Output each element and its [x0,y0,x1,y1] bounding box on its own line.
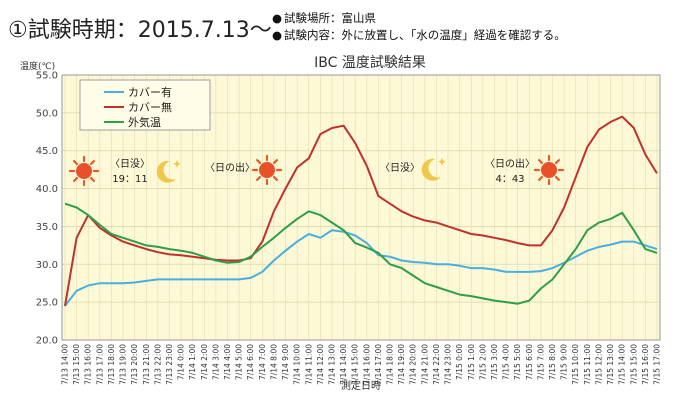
x-tick-label: 7/14 12:00 [316,344,325,385]
x-tick-label: 7/14 2:00 [200,344,209,380]
x-tick-label: 7/14 4:00 [223,344,232,380]
x-tick-label: 7/13 21:00 [142,344,151,385]
x-tick-label: 7/13 23:00 [165,344,174,385]
x-tick-label: 7/15 8:00 [548,344,557,380]
x-tick-label: 7/15 16:00 [641,344,650,385]
test-notes: ● 試験場所：富山県 ● 試験内容：外に放置し、「水の温度」経過を確認する。 [272,10,566,44]
x-tick-label: 7/14 18:00 [386,344,395,385]
x-tick-label: 7/14 5:00 [235,344,244,380]
x-tick-label: 7/15 9:00 [560,344,569,380]
annotation-label: 4：43 [495,174,524,185]
x-tick-label: 7/14 10:00 [293,344,302,385]
x-tick-label: 7/14 8:00 [269,344,278,380]
x-tick-label: 7/14 22:00 [432,344,441,385]
sun-icon [251,154,283,186]
moon-icon [421,158,446,181]
x-tick-label: 7/15 4:00 [502,344,511,380]
x-tick-label: 7/14 7:00 [258,344,267,380]
sun-icon [533,154,565,186]
moon-icon [156,160,181,183]
x-tick-label: 7/14 21:00 [420,344,429,385]
x-tick-label: 7/14 1:00 [188,344,197,380]
x-tick-label: 7/14 19:00 [397,344,406,385]
x-tick-label: 7/14 17:00 [374,344,383,385]
y-axis-label: 温度(℃) [20,60,55,72]
y-tick-label: 30.0 [36,260,58,271]
y-tick-label: 40.0 [36,184,58,195]
y-tick-label: 35.0 [36,222,58,233]
annotation-label: 19：11 [112,174,147,185]
sun-icon [68,155,100,187]
y-tick-label: 20.0 [36,336,58,347]
x-tick-label: 7/13 14:00 [61,344,70,385]
x-tick-label: 7/14 6:00 [246,344,255,380]
annotation-label: 〈日の出〉 [485,157,535,170]
x-tick-label: 7/15 1:00 [467,344,476,380]
x-tick-label: 7/15 2:00 [478,344,487,380]
annotation-label: 〈日の出〉 [205,161,255,174]
x-tick-label: 7/13 15:00 [72,344,81,385]
x-tick-label: 7/15 5:00 [513,344,522,380]
x-tick-label: 7/15 7:00 [536,344,545,380]
x-tick-label: 7/14 0:00 [177,344,186,380]
legend-label: 外気温 [128,115,161,129]
x-tick-label: 7/15 11:00 [583,344,592,385]
note-location: ● 試験場所：富山県 [272,11,377,25]
x-tick-label: 7/14 13:00 [327,344,336,385]
x-tick-label: 7/15 12:00 [594,344,603,385]
x-tick-label: 7/14 20:00 [409,344,418,385]
series-lines [64,115,658,307]
x-tick-label: 7/15 14:00 [618,344,627,385]
x-tick-label: 7/13 19:00 [119,344,128,385]
annotation-label: 〈日没〉 [110,158,150,170]
x-tick-label: 7/15 10:00 [571,344,580,385]
x-tick-label: 7/13 18:00 [107,344,116,385]
note-content: ● 試験内容：外に放置し、「水の温度」経過を確認する。 [272,28,566,42]
x-tick-label: 7/14 16:00 [362,344,371,385]
y-tick-label: 25.0 [36,298,58,309]
x-tick-label: 7/14 23:00 [444,344,453,385]
x-tick-label: 7/15 15:00 [629,344,638,385]
plot-frame [61,74,661,341]
x-tick-label: 7/15 0:00 [455,344,464,380]
series-line-3 [64,202,658,305]
series-line-1 [64,229,658,307]
x-tick-label: 7/14 11:00 [304,344,313,385]
legend-label: カバー無 [128,100,172,114]
series-line-2 [64,115,658,307]
x-tick-label: 7/14 9:00 [281,344,290,380]
x-tick-label: 7/13 20:00 [130,344,139,385]
x-tick-label: 7/14 3:00 [211,344,220,380]
legend-label: カバー有 [128,85,172,99]
x-tick-label: 7/13 17:00 [95,344,104,385]
y-tick-label: 55.0 [36,71,58,82]
legend-box [79,79,211,131]
x-tick-label: 7/13 16:00 [84,344,93,385]
chart-title: IBC 温度試験結果 [314,55,426,71]
x-tick-label: 7/14 15:00 [351,344,360,385]
x-tick-label: 7/13 22:00 [153,344,162,385]
axes: 7/13 14:00 7/13 15:00 7/13 16:00 7/13 17:00… [36,71,662,385]
y-tick-label: 50.0 [36,108,58,119]
page-title: ①試験時期：2015.7.13～ [8,18,272,43]
annotation-label: 〈日没〉 [380,162,420,174]
x-tick-label: 7/14 14:00 [339,344,348,385]
x-tick-label: 7/15 17:00 [653,344,662,385]
x-tick-label: 7/15 13:00 [606,344,615,385]
y-tick-label: 45.0 [36,146,58,157]
x-tick-label: 7/15 6:00 [525,344,534,380]
annotations: 〈日没〉 19：11 〈日の出〉 〈日没〉 〈日の出〉 4：43 [68,154,565,187]
x-tick-label: 7/15 3:00 [490,344,499,380]
x-axis-label: 測定日時 [341,379,381,392]
